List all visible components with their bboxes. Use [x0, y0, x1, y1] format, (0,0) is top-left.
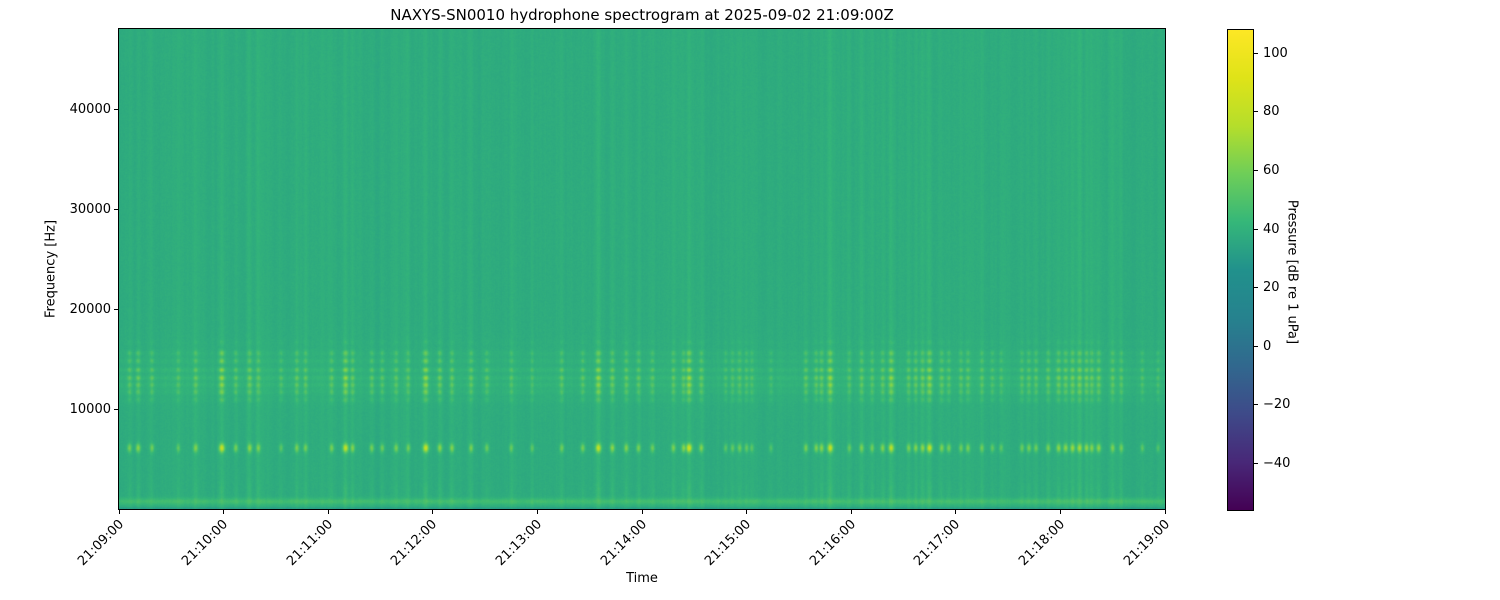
- colorbar-tick-mark: [1254, 404, 1258, 406]
- colorbar-tick-label: −20: [1263, 397, 1291, 413]
- x-tick-label: 21:19:00: [1120, 517, 1173, 569]
- y-tick-mark: [114, 408, 118, 410]
- colorbar: [1227, 29, 1254, 511]
- colorbar-tick-mark: [1254, 111, 1258, 113]
- y-tick-mark: [114, 308, 118, 310]
- x-tick-label: 21:09:00: [74, 517, 127, 569]
- x-tick-label: 21:13:00: [493, 517, 545, 569]
- colorbar-tick-label: −40: [1263, 455, 1291, 471]
- x-tick-label: 21:16:00: [806, 517, 859, 569]
- y-tick-label: 40000: [69, 101, 111, 117]
- x-tick-mark: [536, 510, 538, 514]
- x-tick-mark: [223, 510, 225, 514]
- x-tick-label: 21:15:00: [702, 517, 755, 569]
- y-tick-label: 10000: [69, 401, 111, 417]
- x-tick-label: 21:11:00: [283, 517, 336, 569]
- x-tick-mark: [955, 510, 957, 514]
- colorbar-tick-mark: [1254, 52, 1258, 54]
- x-tick-label: 21:17:00: [911, 517, 964, 569]
- x-tick-label: 21:10:00: [179, 517, 232, 569]
- x-tick-mark: [432, 510, 434, 514]
- plot-area: [118, 28, 1166, 510]
- colorbar-tick-mark: [1254, 169, 1258, 171]
- colorbar-tick-mark: [1254, 228, 1258, 230]
- figure-title: NAXYS-SN0010 hydrophone spectrogram at 2…: [390, 6, 894, 24]
- colorbar-tick-label: 20: [1263, 280, 1280, 296]
- x-tick-label: 21:18:00: [1016, 517, 1068, 569]
- x-tick-mark: [118, 510, 120, 514]
- colorbar-tick-mark: [1254, 345, 1258, 347]
- colorbar-tick-label: 40: [1263, 221, 1280, 237]
- colorbar-tick-mark: [1254, 287, 1258, 289]
- spectrogram-image: [119, 29, 1165, 509]
- colorbar-label: Pressure [dB re 1 uPa]: [1284, 199, 1300, 345]
- colorbar-tick-label: 0: [1263, 338, 1272, 354]
- colorbar-tick-label: 60: [1263, 162, 1280, 178]
- x-tick-mark: [1059, 510, 1061, 514]
- y-tick-mark: [114, 208, 118, 210]
- x-tick-label: 21:14:00: [597, 517, 650, 569]
- x-tick-mark: [641, 510, 643, 514]
- x-tick-mark: [327, 510, 329, 514]
- y-tick-mark: [114, 108, 118, 110]
- y-tick-label: 20000: [69, 301, 111, 317]
- y-tick-label: 30000: [69, 201, 111, 217]
- x-tick-mark: [1164, 510, 1166, 514]
- colorbar-tick-mark: [1254, 462, 1258, 464]
- x-tick-label: 21:12:00: [388, 517, 441, 569]
- colorbar-tick-label: 80: [1263, 104, 1280, 120]
- x-axis-label: Time: [626, 571, 658, 586]
- x-tick-mark: [850, 510, 852, 514]
- x-tick-mark: [746, 510, 748, 514]
- colorbar-tick-label: 100: [1263, 45, 1288, 61]
- y-axis-label: Frequency [Hz]: [43, 219, 59, 319]
